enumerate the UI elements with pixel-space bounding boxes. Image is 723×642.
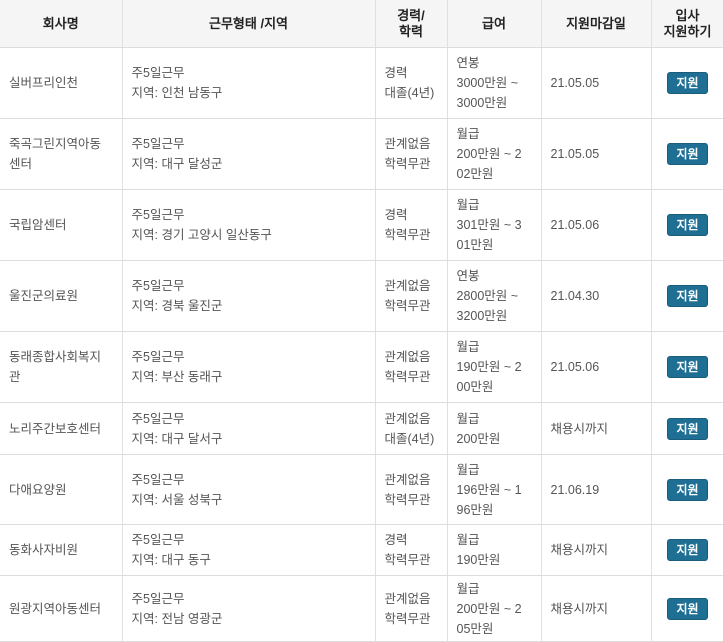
apply-button[interactable]: 지원 xyxy=(667,478,708,501)
apply-button[interactable]: 지원 xyxy=(667,539,708,561)
apply-button[interactable]: 지원 xyxy=(667,356,708,378)
work-info: 주5일근무 지역: 부산 동래구 xyxy=(122,331,376,403)
apply-button[interactable]: 지원 xyxy=(667,72,708,94)
deadline: 채용시까지 xyxy=(541,524,652,576)
table-row: 동화사자비원 주5일근무 지역: 대구 동구 경력 학력무관 월급 190만원 채용시… xyxy=(0,524,723,576)
apply-button[interactable]: 지원 xyxy=(667,143,708,165)
company-name: 죽곡그린지역아동 센터 xyxy=(0,118,123,190)
career-education: 경력 대졸(4년) xyxy=(375,47,448,119)
apply-button[interactable]: 지원 xyxy=(667,597,708,620)
deadline: 21.05.05 xyxy=(541,118,652,190)
career-education: 관계없음 학력무관 xyxy=(375,575,448,642)
salary: 월급 301만원 ~ 3 01만원 xyxy=(447,189,542,261)
table-row: 다애요양원 주5일근무 지역: 서울 성북구 관계없음 학력무관 월급 196만원 ~… xyxy=(0,454,723,525)
deadline: 21.05.06 xyxy=(541,189,652,261)
header-career: 경력/학력 xyxy=(375,0,448,48)
header-salary: 급여 xyxy=(447,0,542,48)
deadline: 21.04.30 xyxy=(541,260,652,332)
career-education: 경력 학력무관 xyxy=(375,524,448,576)
apply-button[interactable]: 지원 xyxy=(667,214,708,236)
table-row: 울진군의료원 주5일근무 지역: 경북 울진군 관계없음 학력무관 연봉 2800만원… xyxy=(0,260,723,332)
career-education: 관계없음 학력무관 xyxy=(375,260,448,332)
deadline: 21.06.19 xyxy=(541,454,652,525)
table-row: 실버프리인천 주5일근무 지역: 인천 남동구 경력 대졸(4년) 연봉 3000만원… xyxy=(0,47,723,119)
career-education: 관계없음 대졸(4년) xyxy=(375,402,448,455)
apply-button[interactable]: 지원 xyxy=(667,417,708,440)
work-info: 주5일근무 지역: 대구 동구 xyxy=(122,524,376,576)
deadline: 21.05.06 xyxy=(541,331,652,403)
table-row: 죽곡그린지역아동 센터 주5일근무 지역: 대구 달성군 관계없음 학력무관 월급 20… xyxy=(0,118,723,190)
header-deadline: 지원마감일 xyxy=(541,0,652,48)
company-name: 노리주간보호센터 xyxy=(0,402,123,455)
career-education: 경력 학력무관 xyxy=(375,189,448,261)
work-info: 주5일근무 지역: 서울 성북구 xyxy=(122,454,376,525)
salary: 연봉 2800만원 ~3200만원 xyxy=(447,260,542,332)
salary: 월급 200만원 ~ 2 02만원 xyxy=(447,118,542,190)
header-apply: 입사 지원하기 xyxy=(651,0,723,48)
company-name: 울진군의료원 xyxy=(0,260,123,332)
table-row: 동래종합사회복지 관 주5일근무 지역: 부산 동래구 관계없음 학력무관 월급 190… xyxy=(0,331,723,403)
company-name: 다애요양원 xyxy=(0,454,123,525)
salary: 월급 196만원 ~ 1 96만원 xyxy=(447,454,542,525)
table-row: 노리주간보호센터 주5일근무 지역: 대구 달서구 관계없음 대졸(4년) 월급 20… xyxy=(0,402,723,455)
work-info: 주5일근무 지역: 인천 남동구 xyxy=(122,47,376,119)
salary: 연봉 3000만원 ~3000만원 xyxy=(447,47,542,119)
deadline: 채용시까지 xyxy=(541,402,652,455)
company-name: 동래종합사회복지 관 xyxy=(0,331,123,403)
header-work: 근무형태 /지역 xyxy=(122,0,376,48)
salary: 월급 190만원 ~ 2 00만원 xyxy=(447,331,542,403)
table-row: 원광지역아동센터 주5일근무 지역: 전남 영광군 관계없음 학력무관 월급 200만… xyxy=(0,575,723,642)
company-name: 실버프리인천 xyxy=(0,47,123,119)
salary: 월급 200만원 xyxy=(447,402,542,455)
apply-button[interactable]: 지원 xyxy=(667,285,708,307)
work-info: 주5일근무 지역: 경기 고양시 일산동구 xyxy=(122,189,376,261)
salary: 월급 200만원 ~ 2 05만원 xyxy=(447,575,542,642)
deadline: 21.05.05 xyxy=(541,47,652,119)
table-row: 국립암센터 주5일근무 지역: 경기 고양시 일산동구 경력 학력무관 월급 301만… xyxy=(0,189,723,261)
deadline: 채용시까지 xyxy=(541,575,652,642)
career-education: 관계없음 학력무관 xyxy=(375,331,448,403)
salary: 월급 190만원 xyxy=(447,524,542,576)
work-info: 주5일근무 지역: 대구 달성군 xyxy=(122,118,376,190)
company-name: 원광지역아동센터 xyxy=(0,575,123,642)
work-info: 주5일근무 지역: 대구 달서구 xyxy=(122,402,376,455)
table-header: 회사명 근무형태 /지역 경력/학력 급여 지원마감일 입사 지원하기 xyxy=(0,0,723,48)
career-education: 관계없음 학력무관 xyxy=(375,454,448,525)
work-info: 주5일근무 지역: 경북 울진군 xyxy=(122,260,376,332)
work-info: 주5일근무 지역: 전남 영광군 xyxy=(122,575,376,642)
career-education: 관계없음 학력무관 xyxy=(375,118,448,190)
company-name: 국립암센터 xyxy=(0,189,123,261)
header-company: 회사명 xyxy=(0,0,123,48)
company-name: 동화사자비원 xyxy=(0,524,123,576)
